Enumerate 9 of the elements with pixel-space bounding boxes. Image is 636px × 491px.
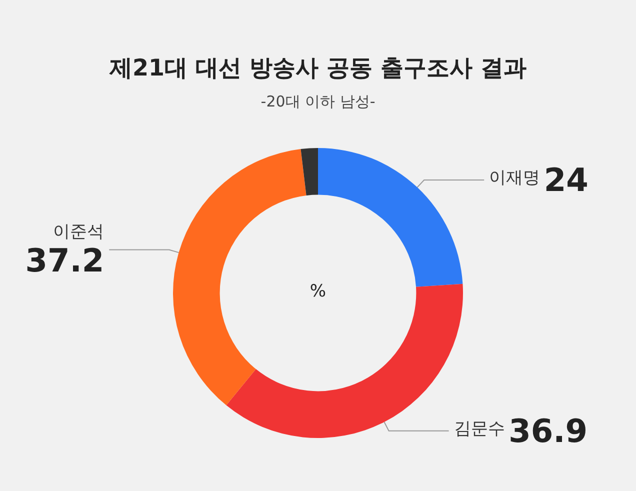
data-label: 24: [544, 161, 588, 200]
text: %: [310, 282, 326, 302]
chart-title: 제21대 대선 방송사 공동 출구조사 결과: [108, 56, 527, 82]
slice-label: 이준석: [53, 222, 104, 242]
chart-subtitle: -20대 이하 남성-: [260, 92, 376, 110]
data-label: 36.9: [508, 412, 588, 450]
slice-label: 김문수: [454, 418, 505, 439]
slice-label: 이재명: [489, 168, 540, 188]
data-label: 37.2: [25, 241, 104, 280]
